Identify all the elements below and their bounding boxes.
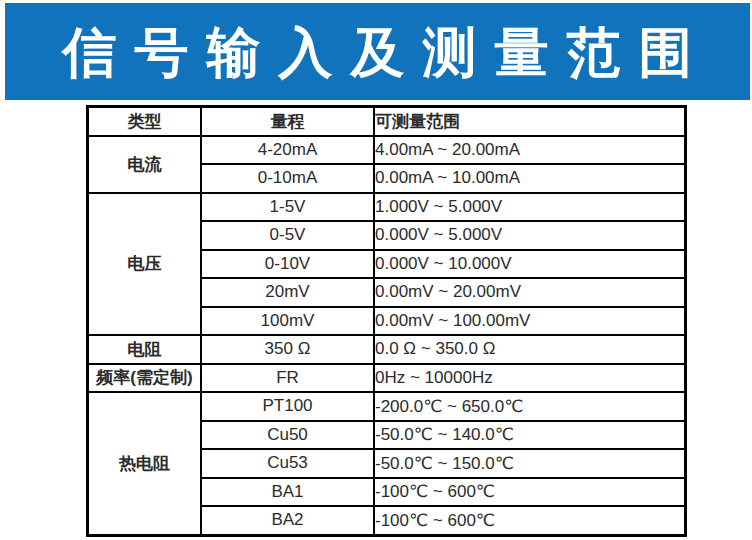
cell-measurable: 0Hz ~ 10000Hz <box>374 364 686 393</box>
cell-measurable: 0.00mV ~ 100.00mV <box>374 307 686 336</box>
signal-range-table: 类型 量程 可测量范围 电流 4-20mA 4.00mA ~ 20.00mA 0… <box>86 105 687 537</box>
cell-measurable: -50.0℃ ~ 150.0℃ <box>374 449 686 478</box>
cell-measurable: -100℃ ~ 600℃ <box>374 478 686 507</box>
banner: 信号输入及测量范围 <box>5 3 750 100</box>
header-measurable: 可测量范围 <box>374 107 686 136</box>
page: 信号输入及测量范围 类型 量程 可测量范围 电流 4-20mA 4.00mA ~… <box>0 0 752 540</box>
cell-type-current: 电流 <box>88 136 202 193</box>
cell-range: 4-20mA <box>201 136 374 165</box>
table-row: 电阻 350 Ω 0.0 Ω ~ 350.0 Ω <box>88 335 686 364</box>
cell-measurable: 0.000V ~ 10.000V <box>374 250 686 279</box>
cell-measurable: 0.000V ~ 5.000V <box>374 221 686 250</box>
banner-title: 信号输入及测量范围 <box>63 25 711 79</box>
table-row: 热电阻 PT100 -200.0℃ ~ 650.0℃ <box>88 392 686 421</box>
cell-measurable: 0.00mA ~ 10.00mA <box>374 164 686 193</box>
cell-measurable: 0.0 Ω ~ 350.0 Ω <box>374 335 686 364</box>
cell-range: FR <box>201 364 374 393</box>
table-row: 电压 1-5V 1.000V ~ 5.000V <box>88 193 686 222</box>
cell-range: 350 Ω <box>201 335 374 364</box>
cell-measurable: -100℃ ~ 600℃ <box>374 506 686 535</box>
table-row: 电流 4-20mA 4.00mA ~ 20.00mA <box>88 136 686 165</box>
cell-range: Cu53 <box>201 449 374 478</box>
cell-measurable: 1.000V ~ 5.000V <box>374 193 686 222</box>
cell-type-resistance: 电阻 <box>88 335 202 364</box>
cell-range: 1-5V <box>201 193 374 222</box>
cell-range: BA2 <box>201 506 374 535</box>
cell-range: 0-5V <box>201 221 374 250</box>
cell-range: Cu50 <box>201 421 374 450</box>
cell-measurable: -50.0℃ ~ 140.0℃ <box>374 421 686 450</box>
cell-range: 0-10mA <box>201 164 374 193</box>
table-row: 频率(需定制) FR 0Hz ~ 10000Hz <box>88 364 686 393</box>
header-type: 类型 <box>88 107 202 136</box>
header-range: 量程 <box>201 107 374 136</box>
cell-type-rtd: 热电阻 <box>88 392 202 535</box>
table-header-row: 类型 量程 可测量范围 <box>88 107 686 136</box>
cell-measurable: -200.0℃ ~ 650.0℃ <box>374 392 686 421</box>
cell-range: BA1 <box>201 478 374 507</box>
cell-range: 100mV <box>201 307 374 336</box>
cell-range: 0-10V <box>201 250 374 279</box>
cell-range: 20mV <box>201 278 374 307</box>
cell-type-frequency: 频率(需定制) <box>88 364 202 393</box>
cell-range: PT100 <box>201 392 374 421</box>
cell-type-voltage: 电压 <box>88 193 202 336</box>
cell-measurable: 0.00mV ~ 20.00mV <box>374 278 686 307</box>
cell-measurable: 4.00mA ~ 20.00mA <box>374 136 686 165</box>
